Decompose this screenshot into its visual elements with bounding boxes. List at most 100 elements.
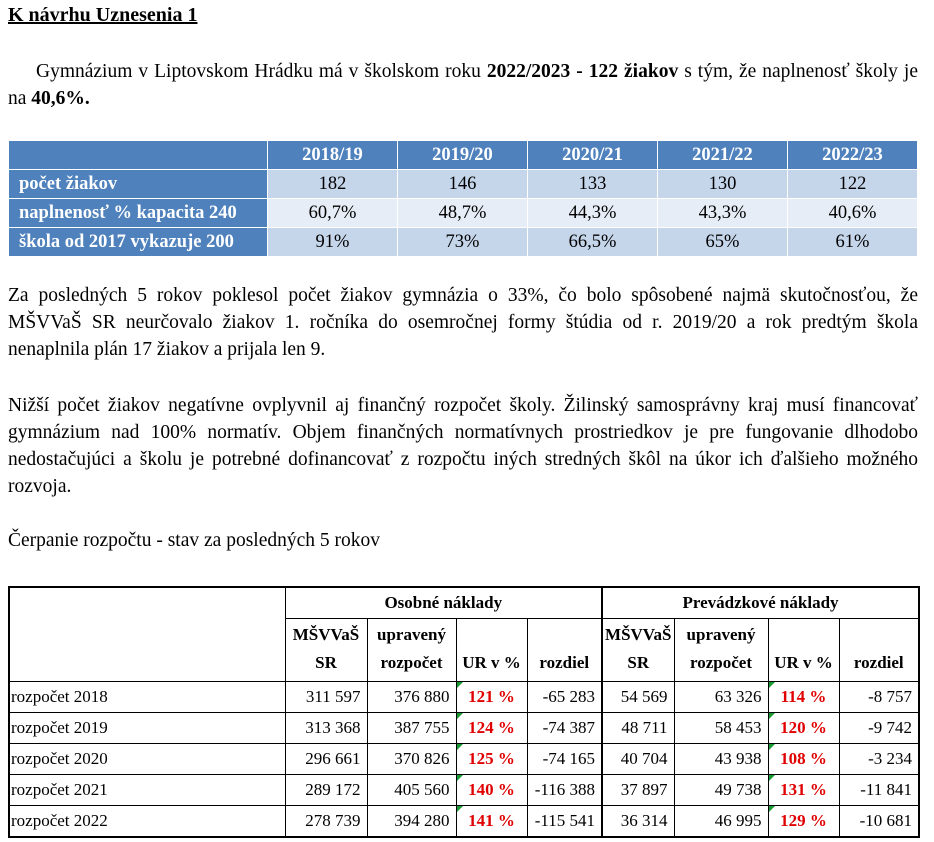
stats-year-header: 2020/21 xyxy=(527,140,658,170)
student-statistics-table: 2018/19 2019/20 2020/21 2021/22 2022/23 … xyxy=(8,140,918,257)
stats-year-header: 2018/19 xyxy=(267,140,398,170)
ur-percent-value: 108 % xyxy=(780,749,827,768)
cell-marker-icon xyxy=(456,713,463,719)
stats-cell: 182 xyxy=(267,169,398,199)
cell-marker-icon xyxy=(768,744,775,750)
stats-row-label: škola od 2017 vykazuje 200 xyxy=(8,227,268,257)
ur-percent-value: 140 % xyxy=(468,780,515,799)
cell-marker-icon xyxy=(768,806,775,812)
personal-ur-percent: 121 % xyxy=(455,681,528,713)
personal-adjusted-budget: 376 880 xyxy=(366,681,457,713)
subheader-ur-percent: UR v % xyxy=(767,618,840,682)
operating-adjusted-budget: 43 938 xyxy=(673,743,769,775)
personal-adjusted-budget: 394 280 xyxy=(366,805,457,838)
cell-marker-icon xyxy=(768,682,775,688)
cell-marker-icon xyxy=(456,682,463,688)
subheader-adjusted-budget: upravený rozpočet xyxy=(366,618,457,682)
operating-ministry-sr: 54 569 xyxy=(601,681,675,713)
personal-ministry-sr: 313 368 xyxy=(284,712,368,744)
stats-year-header: 2019/20 xyxy=(397,140,528,170)
subheader-ministry-sr: MŠVVaŠ SR xyxy=(601,618,675,682)
budget-row: rozpočet 2019 313 368 387 755 124 % -74 387 4… xyxy=(8,712,921,744)
operating-ur-percent: 120 % xyxy=(767,712,840,744)
operating-ur-percent: 129 % xyxy=(767,805,840,838)
budget-row-label: rozpočet 2019 xyxy=(8,712,286,744)
personal-difference: -116 388 xyxy=(526,774,603,806)
budget-row-label: rozpočet 2022 xyxy=(8,805,286,838)
budget-row: rozpočet 2021 289 172 405 560 140 % -116 388… xyxy=(8,774,921,806)
personal-difference: -115 541 xyxy=(526,805,603,838)
budget-row-label: rozpočet 2021 xyxy=(8,774,286,806)
cell-marker-icon xyxy=(456,806,463,812)
intro-paragraph: Gymnázium v Liptovskom Hrádku má v škols… xyxy=(8,61,918,109)
operating-difference: -3 234 xyxy=(838,743,921,775)
operating-ur-percent: 131 % xyxy=(767,774,840,806)
stats-cell: 43,3% xyxy=(657,198,788,228)
stats-cell: 73% xyxy=(397,227,528,257)
budget-group-header-row: Osobné náklady Prevádzkové náklady xyxy=(8,586,921,682)
operating-difference: -9 742 xyxy=(838,712,921,744)
subheader-difference: rozdiel xyxy=(838,618,921,682)
cell-marker-icon xyxy=(456,744,463,750)
operating-ministry-sr: 37 897 xyxy=(601,774,675,806)
budget-corner-cell xyxy=(8,586,286,682)
budget-row-label: rozpočet 2018 xyxy=(8,681,286,713)
operating-difference: -8 757 xyxy=(838,681,921,713)
stats-row-capacity-240: naplnenosť % kapacita 240 60,7% 48,7% 44… xyxy=(8,198,918,228)
ur-percent-value: 114 % xyxy=(780,687,827,706)
personal-difference: -65 283 xyxy=(526,681,603,713)
stats-cell: 91% xyxy=(267,227,398,257)
ur-percent-value: 141 % xyxy=(468,811,515,830)
enrollment-decline-paragraph: Za posledných 5 rokov poklesol počet žia… xyxy=(8,285,918,360)
operating-adjusted-budget: 46 995 xyxy=(673,805,769,838)
stats-cell: 122 xyxy=(787,169,918,199)
personal-ministry-sr: 296 661 xyxy=(284,743,368,775)
cell-marker-icon xyxy=(768,775,775,781)
budget-table-caption: Čerpanie rozpočtu - stav za posledných 5… xyxy=(8,530,381,551)
stats-row-label: naplnenosť % kapacita 240 xyxy=(8,198,268,228)
subheader-adjusted-budget: upravený rozpočet xyxy=(673,618,769,682)
ur-percent-value: 129 % xyxy=(780,811,827,830)
personal-ur-percent: 141 % xyxy=(455,805,528,838)
operating-ministry-sr: 48 711 xyxy=(601,712,675,744)
personal-ministry-sr: 289 172 xyxy=(284,774,368,806)
stats-row-student-count: počet žiakov 182 146 133 130 122 xyxy=(8,169,918,199)
document-heading: K návrhu Uznesenia 1 xyxy=(8,4,198,26)
stats-cell: 133 xyxy=(527,169,658,199)
personal-ministry-sr: 278 739 xyxy=(284,805,368,838)
stats-year-header: 2022/23 xyxy=(787,140,918,170)
ur-percent-value: 124 % xyxy=(468,718,515,737)
operating-difference: -10 681 xyxy=(838,805,921,838)
cell-marker-icon xyxy=(768,713,775,719)
stats-cell: 130 xyxy=(657,169,788,199)
operating-difference: -11 841 xyxy=(838,774,921,806)
operating-ministry-sr: 36 314 xyxy=(601,805,675,838)
budget-spending-table: Osobné náklady Prevádzkové náklady MŠVVa… xyxy=(8,586,921,838)
budget-impact-paragraph: Nižší počet žiakov negatívne ovplyvnil a… xyxy=(8,395,918,497)
operating-ur-percent: 114 % xyxy=(767,681,840,713)
personal-ur-percent: 124 % xyxy=(455,712,528,744)
operating-adjusted-budget: 49 738 xyxy=(673,774,769,806)
ur-percent-value: 125 % xyxy=(468,749,515,768)
stats-corner-cell xyxy=(8,140,268,170)
budget-row: rozpočet 2018 311 597 376 880 121 % -65 283 5… xyxy=(8,681,921,713)
stats-cell: 65% xyxy=(657,227,788,257)
personal-adjusted-budget: 387 755 xyxy=(366,712,457,744)
stats-cell: 60,7% xyxy=(267,198,398,228)
subheader-ministry-sr: MŠVVaŠ SR xyxy=(284,618,368,682)
stats-cell: 146 xyxy=(397,169,528,199)
subheader-difference: rozdiel xyxy=(526,618,603,682)
personal-ur-percent: 140 % xyxy=(455,774,528,806)
personal-ministry-sr: 311 597 xyxy=(284,681,368,713)
group-header-personal-costs: Osobné náklady xyxy=(284,586,603,619)
ur-percent-value: 131 % xyxy=(780,780,827,799)
stats-row-label: počet žiakov xyxy=(8,169,268,199)
stats-row-capacity-200: škola od 2017 vykazuje 200 91% 73% 66,5%… xyxy=(8,227,918,257)
operating-adjusted-budget: 58 453 xyxy=(673,712,769,744)
ur-percent-value: 120 % xyxy=(780,718,827,737)
stats-cell: 44,3% xyxy=(527,198,658,228)
stats-cell: 66,5% xyxy=(527,227,658,257)
subheader-ur-percent: UR v % xyxy=(455,618,528,682)
budget-row: rozpočet 2022 278 739 394 280 141 % -115 541… xyxy=(8,805,921,838)
budget-subheader-row: MŠVVaŠ SR upravený rozpočet UR v % rozdiel… xyxy=(9,618,921,682)
